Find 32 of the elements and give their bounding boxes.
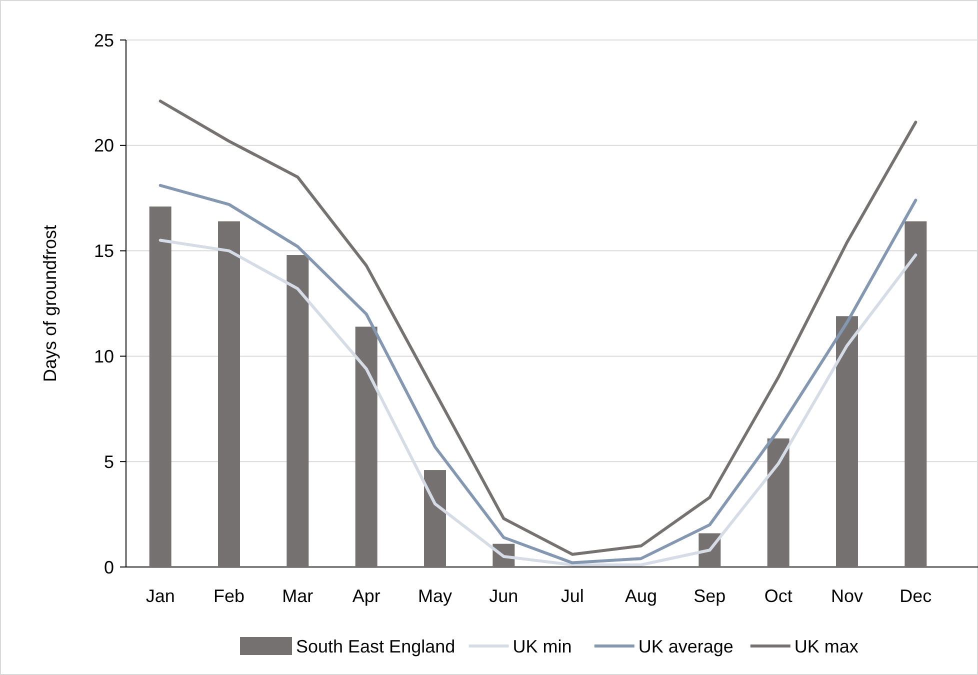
y-axis-title: Days of groundfrost [40, 224, 60, 382]
x-tick-label: Sep [694, 586, 726, 606]
x-tick-label: Jul [560, 586, 584, 606]
bar [218, 221, 240, 567]
x-tick-label: Nov [830, 586, 864, 606]
line-series [158, 100, 918, 556]
y-tick-label: 25 [94, 30, 114, 50]
legend-label: UK max [794, 636, 858, 656]
bar [355, 326, 378, 567]
bar [836, 316, 858, 567]
y-tick-label: 10 [94, 346, 114, 366]
bar [424, 470, 446, 567]
legend-label: UK average [638, 636, 734, 656]
x-tick-label: Mar [282, 586, 314, 606]
x-tick-label: Oct [764, 586, 792, 606]
x-tick-label: Feb [213, 586, 245, 606]
y-tick-label: 5 [104, 452, 114, 472]
bar [286, 255, 309, 567]
x-tick-label: Aug [624, 586, 658, 606]
x-tick-label: May [418, 586, 452, 606]
legend-label: UK min [512, 636, 572, 656]
y-tick-label: 15 [94, 241, 114, 262]
x-tick-label: Apr [352, 586, 380, 606]
bar [767, 438, 790, 567]
x-tick-label: Jan [146, 586, 175, 606]
y-tick-label: 0 [104, 557, 114, 578]
x-tick-label: Jun [489, 586, 518, 606]
x-tick-label: Dec [900, 586, 932, 606]
bar [149, 206, 172, 567]
legend-label: South East England [296, 636, 456, 656]
bar [904, 221, 927, 567]
y-tick-label: 20 [94, 136, 114, 156]
